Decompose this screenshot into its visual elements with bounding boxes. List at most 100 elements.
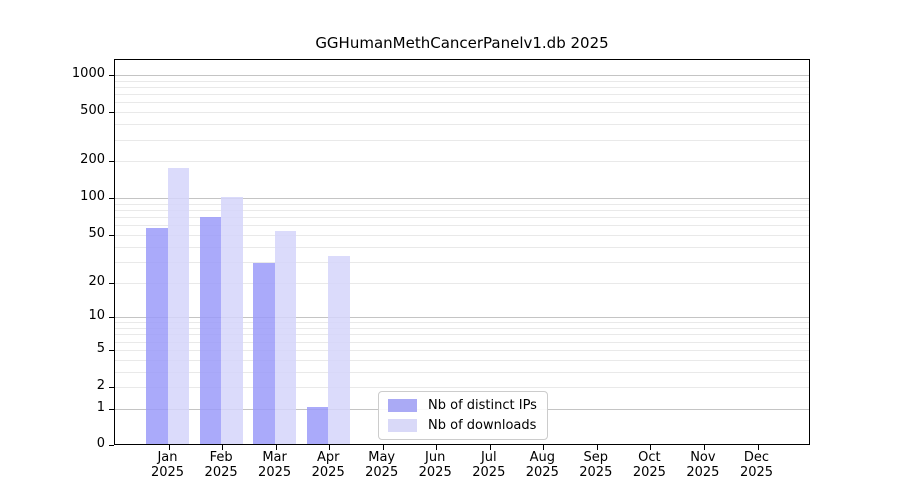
downloads-bar-apr bbox=[328, 256, 350, 444]
minor-gridline bbox=[115, 359, 809, 361]
month-label: Apr bbox=[316, 450, 340, 465]
downloads-bar-mar bbox=[274, 230, 297, 444]
y-tick-mark bbox=[109, 445, 114, 446]
year-label: 2025 bbox=[525, 465, 559, 480]
y-tick-mark bbox=[109, 349, 114, 351]
y-tick-label: 500 bbox=[80, 103, 105, 119]
major-gridline bbox=[115, 317, 809, 319]
distinct-ips-bar-feb bbox=[199, 216, 222, 444]
year-label: 2025 bbox=[150, 465, 185, 480]
month-label: Feb bbox=[209, 450, 233, 465]
y-tick-mark bbox=[109, 161, 114, 163]
legend-item-downloads: Nb of downloads bbox=[388, 418, 537, 433]
x-tick-label: Sep 2025 bbox=[566, 450, 626, 480]
minor-gridline bbox=[115, 161, 809, 163]
minor-gridline bbox=[115, 102, 809, 104]
x-tick-label: Jul 2025 bbox=[459, 450, 519, 480]
year-label: 2025 bbox=[311, 465, 345, 480]
month-label: Oct bbox=[638, 450, 661, 465]
year-label: 2025 bbox=[204, 465, 238, 480]
minor-gridline bbox=[115, 225, 809, 227]
year-label: 2025 bbox=[258, 465, 292, 480]
y-tick-mark bbox=[109, 112, 114, 114]
x-tick-mark bbox=[382, 445, 384, 450]
x-tick-mark bbox=[596, 445, 598, 450]
y-tick-mark bbox=[109, 387, 114, 388]
legend-label-distinct-ips: Nb of distinct IPs bbox=[428, 398, 537, 413]
chart-title: GGHumanMethCancerPanelv1.db 2025 bbox=[315, 34, 609, 52]
x-tick-mark bbox=[222, 445, 224, 450]
y-tick-label: 2 bbox=[96, 378, 105, 393]
y-tick-label: 0 bbox=[96, 436, 105, 451]
minor-gridline bbox=[115, 87, 809, 88]
year-label: 2025 bbox=[686, 465, 720, 480]
minor-gridline bbox=[115, 210, 809, 211]
x-tick-mark bbox=[757, 445, 759, 450]
x-tick-label: Jun 2025 bbox=[405, 450, 465, 480]
major-gridline bbox=[115, 198, 809, 200]
minor-gridline bbox=[115, 80, 809, 82]
x-tick-label: Jan 2025 bbox=[138, 450, 198, 480]
x-tick-label: Nov 2025 bbox=[673, 450, 733, 480]
x-tick-mark bbox=[650, 445, 652, 450]
downloads-swatch-icon bbox=[388, 419, 417, 432]
x-tick-label: Aug 2025 bbox=[512, 450, 572, 480]
distinct-ips-bar-mar bbox=[253, 263, 275, 444]
major-gridline bbox=[115, 75, 809, 76]
minor-gridline bbox=[115, 124, 809, 126]
year-label: 2025 bbox=[739, 465, 774, 480]
month-label: Jan bbox=[157, 450, 178, 465]
year-label: 2025 bbox=[365, 465, 399, 480]
legend: Nb of distinct IPs Nb of downloads bbox=[378, 391, 548, 440]
x-tick-mark bbox=[329, 445, 331, 450]
year-label: 2025 bbox=[579, 465, 613, 480]
y-tick-label: 1000 bbox=[71, 66, 105, 81]
minor-gridline bbox=[115, 328, 809, 329]
x-tick-label: Feb 2025 bbox=[191, 450, 251, 480]
x-tick-mark bbox=[703, 445, 705, 450]
y-tick-mark bbox=[109, 317, 114, 319]
minor-gridline bbox=[115, 234, 809, 236]
minor-gridline bbox=[115, 261, 809, 263]
month-label: Sep bbox=[583, 450, 609, 465]
month-label: May bbox=[368, 450, 396, 465]
y-tick-mark bbox=[109, 282, 114, 284]
year-label: 2025 bbox=[632, 465, 666, 480]
y-tick-mark bbox=[109, 198, 114, 200]
x-tick-mark bbox=[168, 445, 170, 450]
y-tick-label: 200 bbox=[80, 152, 105, 168]
month-label: Mar bbox=[262, 450, 287, 465]
y-tick-label: 1 bbox=[96, 399, 105, 415]
minor-gridline bbox=[115, 94, 809, 96]
minor-gridline bbox=[115, 139, 809, 141]
y-tick-label: 10 bbox=[88, 308, 105, 324]
distinct-ips-bar-apr bbox=[306, 406, 329, 444]
legend-label-downloads: Nb of downloads bbox=[428, 418, 537, 433]
minor-gridline bbox=[115, 387, 809, 388]
x-tick-mark bbox=[436, 445, 438, 450]
distinct-ips-swatch-icon bbox=[388, 399, 417, 412]
minor-gridline bbox=[115, 371, 809, 373]
x-tick-label: Mar 2025 bbox=[245, 450, 305, 480]
month-label: Nov bbox=[690, 450, 716, 465]
minor-gridline bbox=[115, 341, 809, 343]
plot-area bbox=[109, 59, 810, 450]
month-label: Jul bbox=[480, 450, 497, 465]
month-label: Jun bbox=[425, 450, 446, 465]
year-label: 2025 bbox=[472, 465, 506, 480]
x-tick-label: Apr 2025 bbox=[298, 450, 358, 480]
minor-gridline bbox=[115, 282, 809, 284]
downloads-bar-jan bbox=[167, 167, 189, 444]
x-tick-mark bbox=[489, 445, 491, 450]
minor-gridline bbox=[115, 217, 809, 219]
y-tick-label: 100 bbox=[80, 189, 105, 205]
legend-item-distinct-ips: Nb of distinct IPs bbox=[388, 398, 537, 413]
x-tick-mark bbox=[543, 445, 545, 450]
y-tick-label: 20 bbox=[88, 273, 105, 289]
minor-gridline bbox=[115, 322, 809, 324]
distinct-ips-bar-jan bbox=[146, 227, 168, 444]
x-tick-label: May 2025 bbox=[352, 450, 412, 480]
minor-gridline bbox=[115, 203, 809, 205]
month-label: Dec bbox=[743, 450, 770, 465]
